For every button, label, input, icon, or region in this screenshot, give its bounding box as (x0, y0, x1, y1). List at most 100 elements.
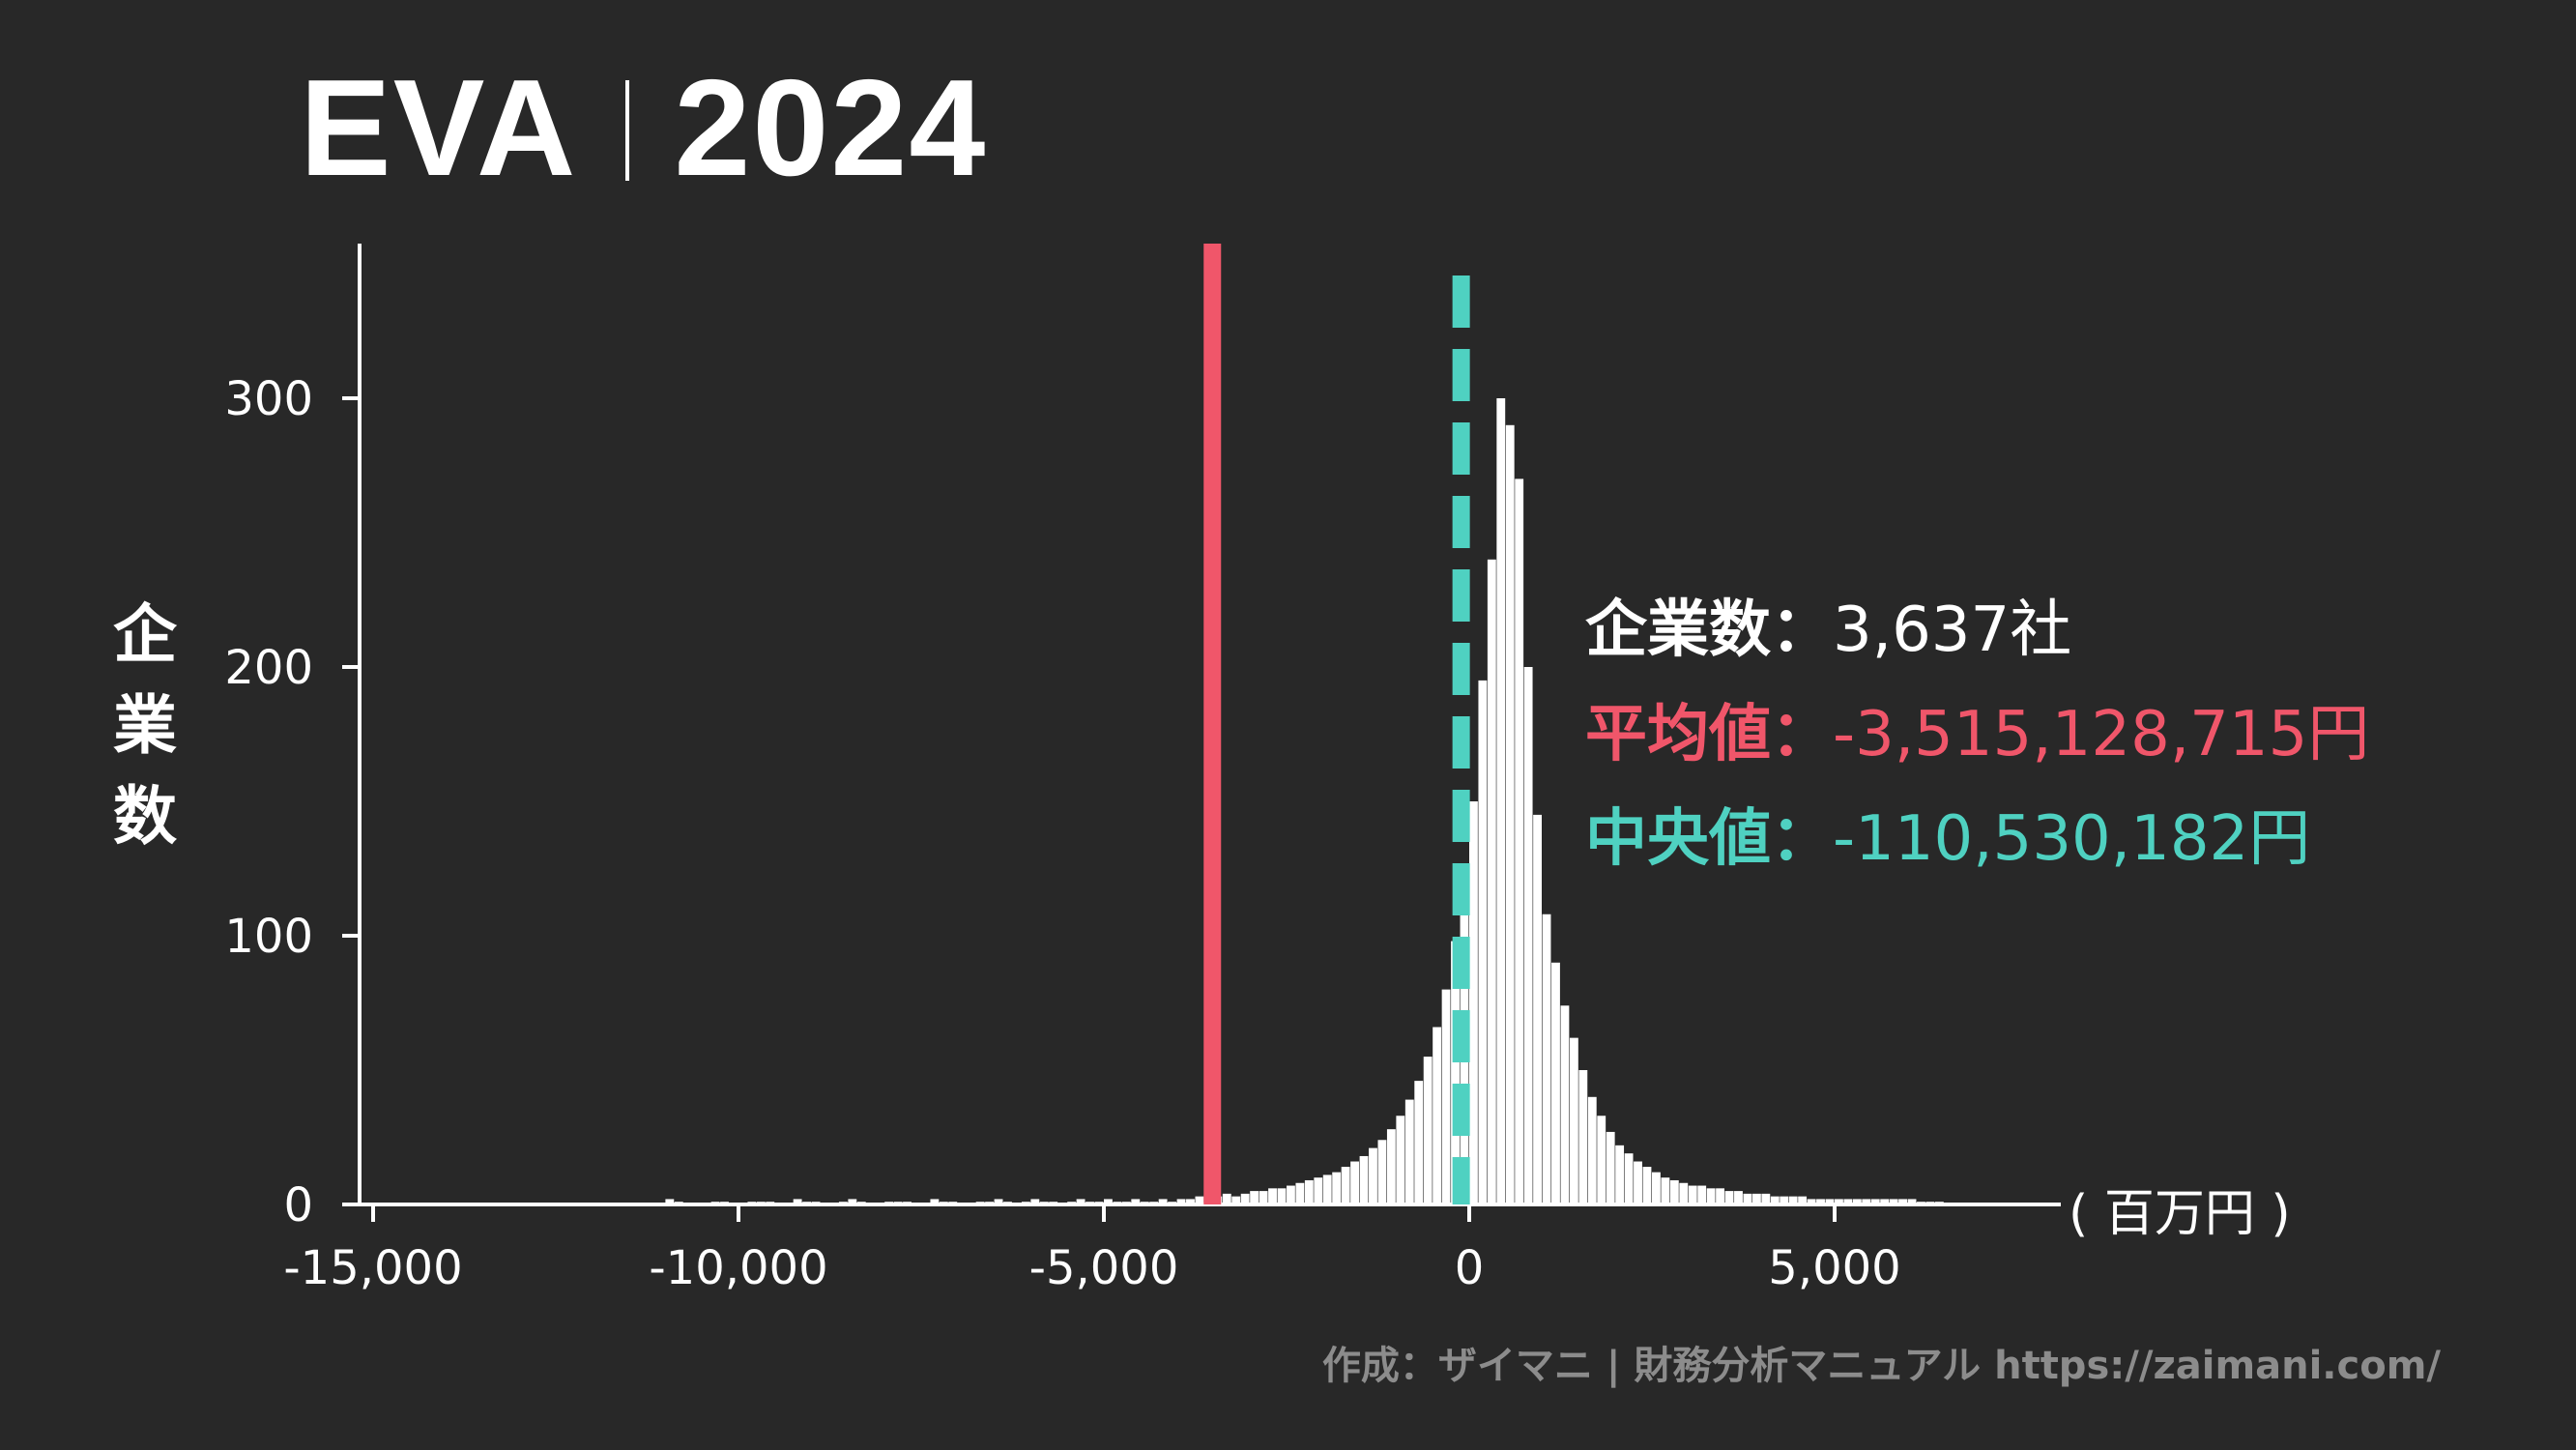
histogram-bar (1377, 1140, 1387, 1204)
histogram-bar (1158, 1199, 1168, 1204)
histogram-bar (1770, 1196, 1780, 1204)
histogram-bar (1624, 1153, 1634, 1204)
histogram-bar (1304, 1179, 1314, 1204)
histogram-bar (1441, 989, 1451, 1204)
histogram-bar (1852, 1199, 1862, 1204)
x-tick-label: -15,000 (283, 1241, 462, 1295)
histogram-bars (665, 398, 1944, 1204)
stat-median-label: 中央値： (1585, 803, 1833, 875)
histogram-bar (1396, 1116, 1405, 1204)
histogram-bar (1533, 814, 1542, 1204)
histogram-bar (1870, 1199, 1880, 1204)
histogram-bar (1104, 1199, 1113, 1204)
histogram-bar (1716, 1188, 1724, 1204)
histogram-bar (1688, 1185, 1697, 1204)
histogram-bar (1587, 1096, 1597, 1204)
histogram-bar (1515, 478, 1524, 1204)
histogram-bar (1743, 1193, 1752, 1204)
histogram-bar (1332, 1172, 1342, 1204)
histogram-bar (1751, 1193, 1761, 1204)
histogram-bar (1076, 1199, 1085, 1204)
histogram-bar (848, 1199, 857, 1204)
histogram-bar (1679, 1182, 1689, 1204)
histogram-bar (1222, 1193, 1231, 1204)
histogram-bar (1259, 1191, 1268, 1204)
stat-count-value: 3,637社 (1833, 594, 2072, 666)
footer-credit: 作成：ザイマニ | 財務分析マニュアル https://zaimani.com/ (1321, 1344, 2441, 1388)
histogram-bar (1359, 1155, 1369, 1204)
histogram-bar (1798, 1196, 1808, 1204)
histogram-bar (1240, 1193, 1250, 1204)
x-tick-label: -5,000 (1029, 1241, 1179, 1295)
histogram-bar (1186, 1199, 1195, 1204)
histogram-bar (1697, 1185, 1707, 1204)
histogram-bar (1889, 1199, 1898, 1204)
x-tick-label: -10,000 (649, 1241, 827, 1295)
histogram-bar (1322, 1174, 1332, 1204)
histogram-bar (1816, 1199, 1825, 1204)
histogram-bar (1404, 1099, 1414, 1204)
histogram-bar (1287, 1185, 1295, 1204)
histogram-bar (1780, 1196, 1789, 1204)
histogram-bar (1542, 914, 1551, 1204)
histogram-bar (1423, 1057, 1433, 1204)
histogram-bar (1597, 1116, 1606, 1204)
histogram-bar (1835, 1199, 1843, 1204)
histogram-bar (1341, 1167, 1350, 1204)
histogram-bar (1369, 1147, 1377, 1204)
histogram-bar (1788, 1196, 1798, 1204)
histogram-bar (1634, 1161, 1642, 1204)
y-tick-label: 300 (224, 372, 313, 426)
histogram-bar (1724, 1191, 1734, 1204)
x-tick-label: 5,000 (1768, 1241, 1900, 1295)
histogram-bar (1176, 1199, 1186, 1204)
histogram-bar (1386, 1129, 1396, 1204)
histogram-bar (1652, 1172, 1661, 1204)
histogram-bar (1569, 1037, 1578, 1204)
histogram-bar (1496, 398, 1506, 1204)
histogram-bar (1268, 1188, 1277, 1204)
histogram-bar (1314, 1177, 1323, 1204)
stat-count-label: 企業数： (1585, 594, 1833, 666)
histogram-bar (793, 1199, 802, 1204)
histogram-bar (1231, 1196, 1241, 1204)
axis-ticks: 0 100 200 300 -15,000 -10,000 -5,000 0 5,000 (224, 372, 1900, 1295)
histogram-bar (1862, 1199, 1871, 1204)
histogram-bar (1615, 1145, 1625, 1204)
chart-title: EVA 2024 (300, 60, 987, 197)
histogram-bar (1606, 1131, 1615, 1204)
histogram-bar (1907, 1199, 1917, 1204)
histogram-bar (1761, 1193, 1771, 1204)
histogram-bar (1669, 1179, 1679, 1204)
histogram-bar (930, 1199, 940, 1204)
stat-mean-value: -3,515,128,715円 (1833, 699, 2370, 770)
histogram-bar (1131, 1199, 1141, 1204)
reference-lines (1203, 244, 1470, 1204)
histogram-bar (1807, 1199, 1816, 1204)
histogram-bar (1523, 667, 1533, 1204)
histogram-bar (994, 1199, 1003, 1204)
histogram-bar (1734, 1191, 1743, 1204)
histogram-bar (1433, 1027, 1442, 1204)
histogram-bar (1880, 1199, 1890, 1204)
stat-median-value: -110,530,182円 (1833, 803, 2311, 875)
histogram-bar (1825, 1199, 1835, 1204)
stat-count: 企業数：3,637社 (1585, 578, 2369, 682)
histogram-bar (665, 1199, 675, 1204)
histogram-bar (1661, 1177, 1670, 1204)
y-tick-label: 100 (224, 910, 313, 964)
histogram-bar (1560, 1005, 1570, 1204)
histogram-bar (1451, 941, 1460, 1204)
y-axis-label: 企業数 (113, 597, 177, 854)
title-year: 2024 (674, 51, 988, 205)
title-metric: EVA (300, 51, 578, 205)
histogram-bar (1195, 1196, 1204, 1204)
histogram-bar (1350, 1161, 1359, 1204)
histogram-bar (1505, 424, 1515, 1204)
histogram-bar (1469, 801, 1478, 1204)
histogram-bar (1843, 1199, 1853, 1204)
y-tick-label: 0 (283, 1178, 313, 1232)
histogram-bar (1030, 1199, 1040, 1204)
histogram-bar (1898, 1199, 1907, 1204)
